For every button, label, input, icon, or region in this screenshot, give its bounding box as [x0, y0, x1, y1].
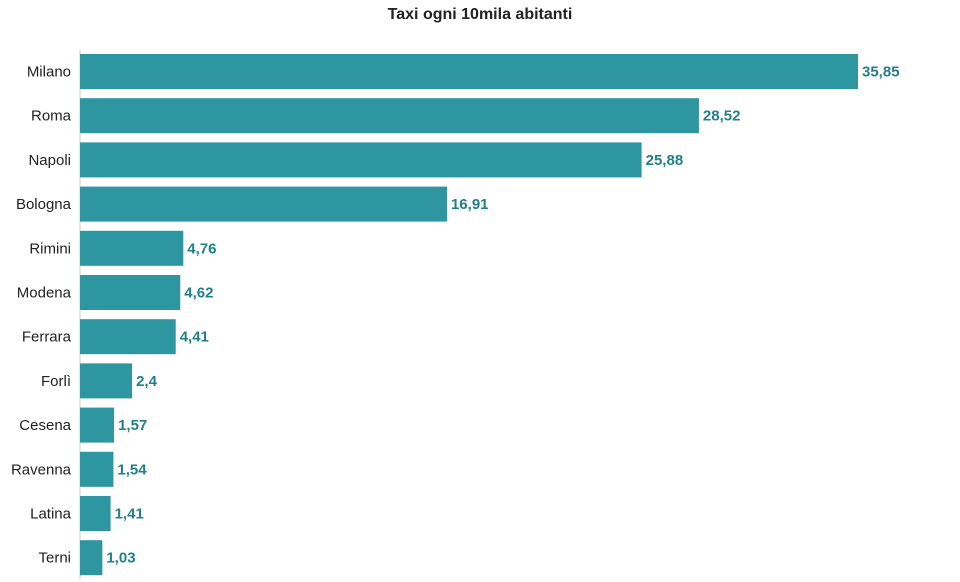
value-label: 25,88	[646, 152, 684, 169]
category-label: Rimini	[29, 240, 71, 257]
bar-bologna	[80, 186, 447, 222]
category-label: Ravenna	[11, 461, 72, 478]
value-label: 35,85	[862, 64, 900, 81]
category-label: Roma	[31, 108, 72, 125]
bar-ravenna	[80, 451, 114, 487]
category-label: Modena	[17, 285, 72, 302]
bar-forl-	[80, 363, 133, 399]
category-label: Bologna	[16, 196, 72, 213]
value-label: 16,91	[451, 196, 489, 213]
bar-ferrara	[80, 319, 176, 355]
bar-latina	[80, 496, 111, 531]
value-label: 1,57	[118, 417, 147, 434]
bar-terni	[80, 540, 103, 576]
bar-napoli	[80, 142, 642, 178]
bar-modena	[80, 275, 181, 310]
category-label: Latina	[30, 506, 72, 523]
category-label: Forlì	[41, 373, 71, 390]
bar-roma	[80, 98, 699, 134]
value-label: 4,41	[180, 329, 209, 346]
category-label: Cesena	[19, 417, 71, 434]
chart-title: Taxi ogni 10mila abitanti	[387, 6, 573, 23]
category-label: Terni	[38, 550, 71, 567]
bar-cesena	[80, 407, 115, 443]
value-label: 28,52	[703, 108, 741, 125]
category-label: Milano	[27, 64, 71, 81]
bars-group: Milano 35,85 Roma 28,52 Napoli 25,88 Bologna 16…	[11, 54, 900, 576]
bar-milano	[80, 54, 858, 89]
category-label: Ferrara	[22, 329, 72, 346]
value-label: 4,62	[184, 285, 213, 302]
value-label: 1,03	[106, 550, 135, 567]
value-label: 1,54	[117, 461, 147, 478]
value-label: 1,41	[115, 506, 144, 523]
value-label: 4,76	[187, 240, 216, 257]
category-label: Napoli	[28, 152, 71, 169]
value-label: 2,4	[136, 373, 158, 390]
bar-rimini	[80, 230, 184, 266]
